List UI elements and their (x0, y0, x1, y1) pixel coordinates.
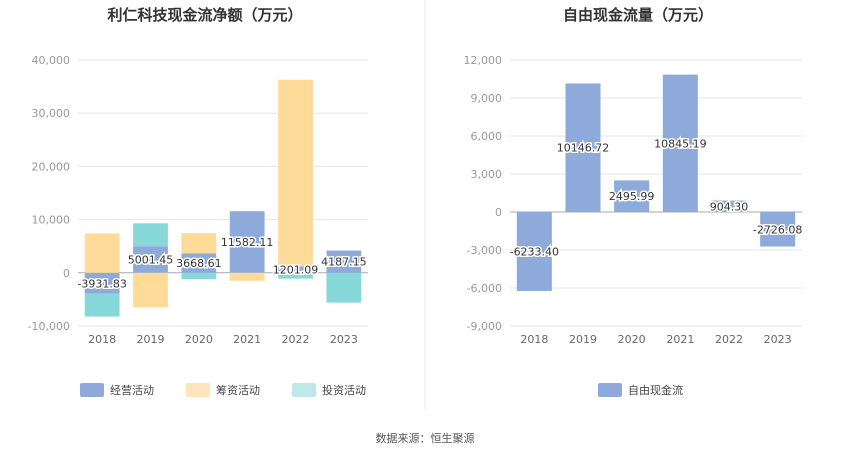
x-tick-label: 2023 (764, 333, 792, 346)
data-label: 5001.45 (128, 253, 174, 266)
x-tick-label: 2021 (233, 333, 261, 346)
data-source-note: 数据来源：恒生聚源 (376, 431, 475, 445)
x-tick-label: 2020 (618, 333, 646, 346)
y-tick-label: 3,000 (471, 168, 503, 181)
y-tick-label: 9,000 (471, 92, 503, 105)
data-label: 10146.72 (557, 142, 610, 155)
x-tick-label: 2019 (569, 333, 597, 346)
legend-swatch (186, 383, 210, 397)
y-tick-label: -6,000 (467, 282, 502, 295)
y-tick-label: -9,000 (467, 320, 502, 333)
y-tick-label: -3,000 (467, 244, 502, 257)
legend-label: 自由现金流 (628, 383, 683, 397)
data-label: 10845.19 (654, 137, 707, 150)
x-tick-label: 2018 (88, 333, 116, 346)
bar-筹资活动-2018 (84, 233, 120, 273)
left-chart-legend: 经营活动 筹资活动 投资活动 (80, 383, 366, 397)
bar-投资活动-2019 (133, 223, 168, 247)
x-tick-label: 2022 (282, 333, 310, 346)
data-label: 11582.11 (221, 236, 274, 249)
x-tick-label: 2021 (666, 333, 694, 346)
left-chart-plot: -10,000 0 10,000 20,000 30,000 40,000 2018 2019… (28, 54, 369, 346)
right-chart-plot: -9,000 -6,000 -3,000 0 3,000 6,000 9,000 12,000… (464, 54, 804, 346)
legend-label: 经营活动 (110, 383, 154, 397)
data-label: 904.30 (710, 200, 749, 213)
data-label: 2495.99 (609, 190, 655, 203)
data-label: 1201.09 (273, 264, 319, 277)
right-chart-legend: 自由现金流 (598, 383, 683, 397)
bar-筹资活动-2019 (133, 272, 168, 308)
right-chart-title: 自由现金流量（万元） (563, 6, 713, 24)
bar-经营活动-2020 (181, 253, 217, 273)
bar-筹资活动-2020 (181, 233, 217, 254)
left-chart-title: 利仁科技现金流净额（万元） (107, 6, 302, 24)
y-tick-label: 10,000 (32, 214, 71, 227)
legend-swatch (80, 383, 104, 397)
legend-swatch (292, 383, 316, 397)
y-tick-label: -10,000 (28, 320, 70, 333)
bar-筹资活动-2022 (278, 79, 313, 267)
bar-投资活动-2023 (326, 272, 362, 303)
y-tick-label: 12,000 (464, 54, 503, 67)
x-tick-label: 2020 (185, 333, 213, 346)
bar-投资活动-2022 (278, 272, 313, 279)
x-tick-label: 2023 (330, 333, 358, 346)
bar-经营活动-2021 (229, 211, 265, 273)
bar-筹资活动-2021 (229, 272, 265, 281)
bar-投资活动-2018 (84, 293, 120, 317)
y-tick-label: 0 (63, 267, 70, 280)
y-tick-label: 30,000 (32, 107, 71, 120)
bar-经营活动-2018 (84, 272, 120, 294)
y-tick-label: 6,000 (471, 130, 503, 143)
legend-label: 筹资活动 (216, 383, 260, 397)
bar-自由现金流-2023 (760, 212, 796, 247)
bar-自由现金流-2018 (516, 212, 552, 291)
bar-经营活动-2022 (278, 266, 313, 273)
data-label: -2726.08 (753, 223, 802, 236)
data-label: -3931.83 (77, 277, 126, 290)
bar-自由现金流-2019 (565, 83, 601, 212)
y-tick-label: 20,000 (32, 160, 71, 173)
legend-label: 投资活动 (322, 383, 366, 397)
data-label: -6233.40 (510, 245, 559, 258)
x-tick-label: 2019 (137, 333, 165, 346)
y-tick-label: 40,000 (32, 54, 71, 67)
y-tick-label: 0 (495, 206, 502, 219)
bar-经营活动-2023 (326, 250, 362, 273)
bar-经营活动-2019 (133, 246, 168, 273)
bar-自由现金流-2020 (614, 180, 650, 212)
bar-自由现金流-2021 (662, 74, 698, 212)
data-label: 4187.15 (321, 256, 367, 269)
bar-自由现金流-2022 (711, 200, 747, 212)
legend-swatch (598, 383, 622, 397)
bar-投资活动-2020 (181, 272, 217, 280)
x-tick-label: 2022 (715, 333, 743, 346)
x-tick-label: 2018 (520, 333, 548, 346)
data-label: 3668.61 (176, 257, 222, 270)
